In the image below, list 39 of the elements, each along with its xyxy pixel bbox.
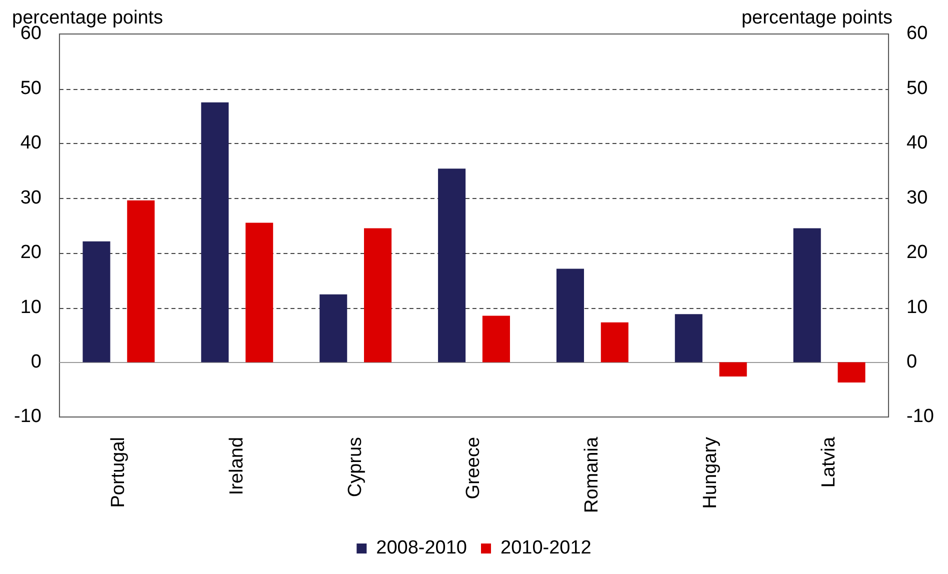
bar	[127, 200, 155, 362]
bar	[364, 228, 392, 362]
bar	[838, 362, 866, 382]
x-tick-label: Cyprus	[344, 436, 366, 498]
bar	[674, 314, 702, 362]
x-tick-label: Hungary	[700, 436, 722, 509]
y-tick-label: -10	[14, 406, 42, 428]
y2-tick-label: 20	[906, 242, 928, 264]
y-tick-label: 40	[20, 132, 42, 154]
y2-tick-label: 50	[906, 78, 928, 99]
y2-tick-label: 30	[906, 187, 928, 208]
y2-tick-label: 40	[906, 132, 928, 154]
bar	[320, 294, 348, 362]
y-tick-label: 50	[20, 78, 42, 99]
x-tick-label: Portugal	[108, 436, 129, 508]
y-tick-label: 0	[30, 351, 42, 372]
bar	[82, 241, 110, 362]
bar	[201, 102, 229, 362]
bar	[719, 362, 747, 376]
bar	[438, 168, 466, 362]
bar	[556, 268, 584, 362]
legend-label: 2010-2012	[500, 538, 592, 559]
y-tick-label: 20	[20, 242, 42, 264]
x-tick-label: Latvia	[818, 436, 840, 488]
y2-tick-label: -10	[906, 406, 934, 428]
y-tick-label: 30	[20, 187, 42, 208]
x-tick-label: Romania	[582, 436, 603, 514]
x-tick-label: Ireland	[226, 436, 248, 496]
bar	[246, 222, 274, 362]
legend-label: 2008-2010	[376, 538, 468, 559]
x-tick-label: Greece	[463, 436, 484, 500]
bar	[600, 322, 628, 362]
bar	[793, 228, 821, 362]
y2-tick-label: 0	[906, 351, 918, 372]
y2-axis-title: percentage points	[741, 8, 893, 29]
y-tick-label: 10	[20, 296, 42, 318]
y2-tick-label: 10	[906, 296, 928, 318]
y2-tick-label: 60	[906, 23, 928, 44]
bar	[482, 316, 510, 362]
